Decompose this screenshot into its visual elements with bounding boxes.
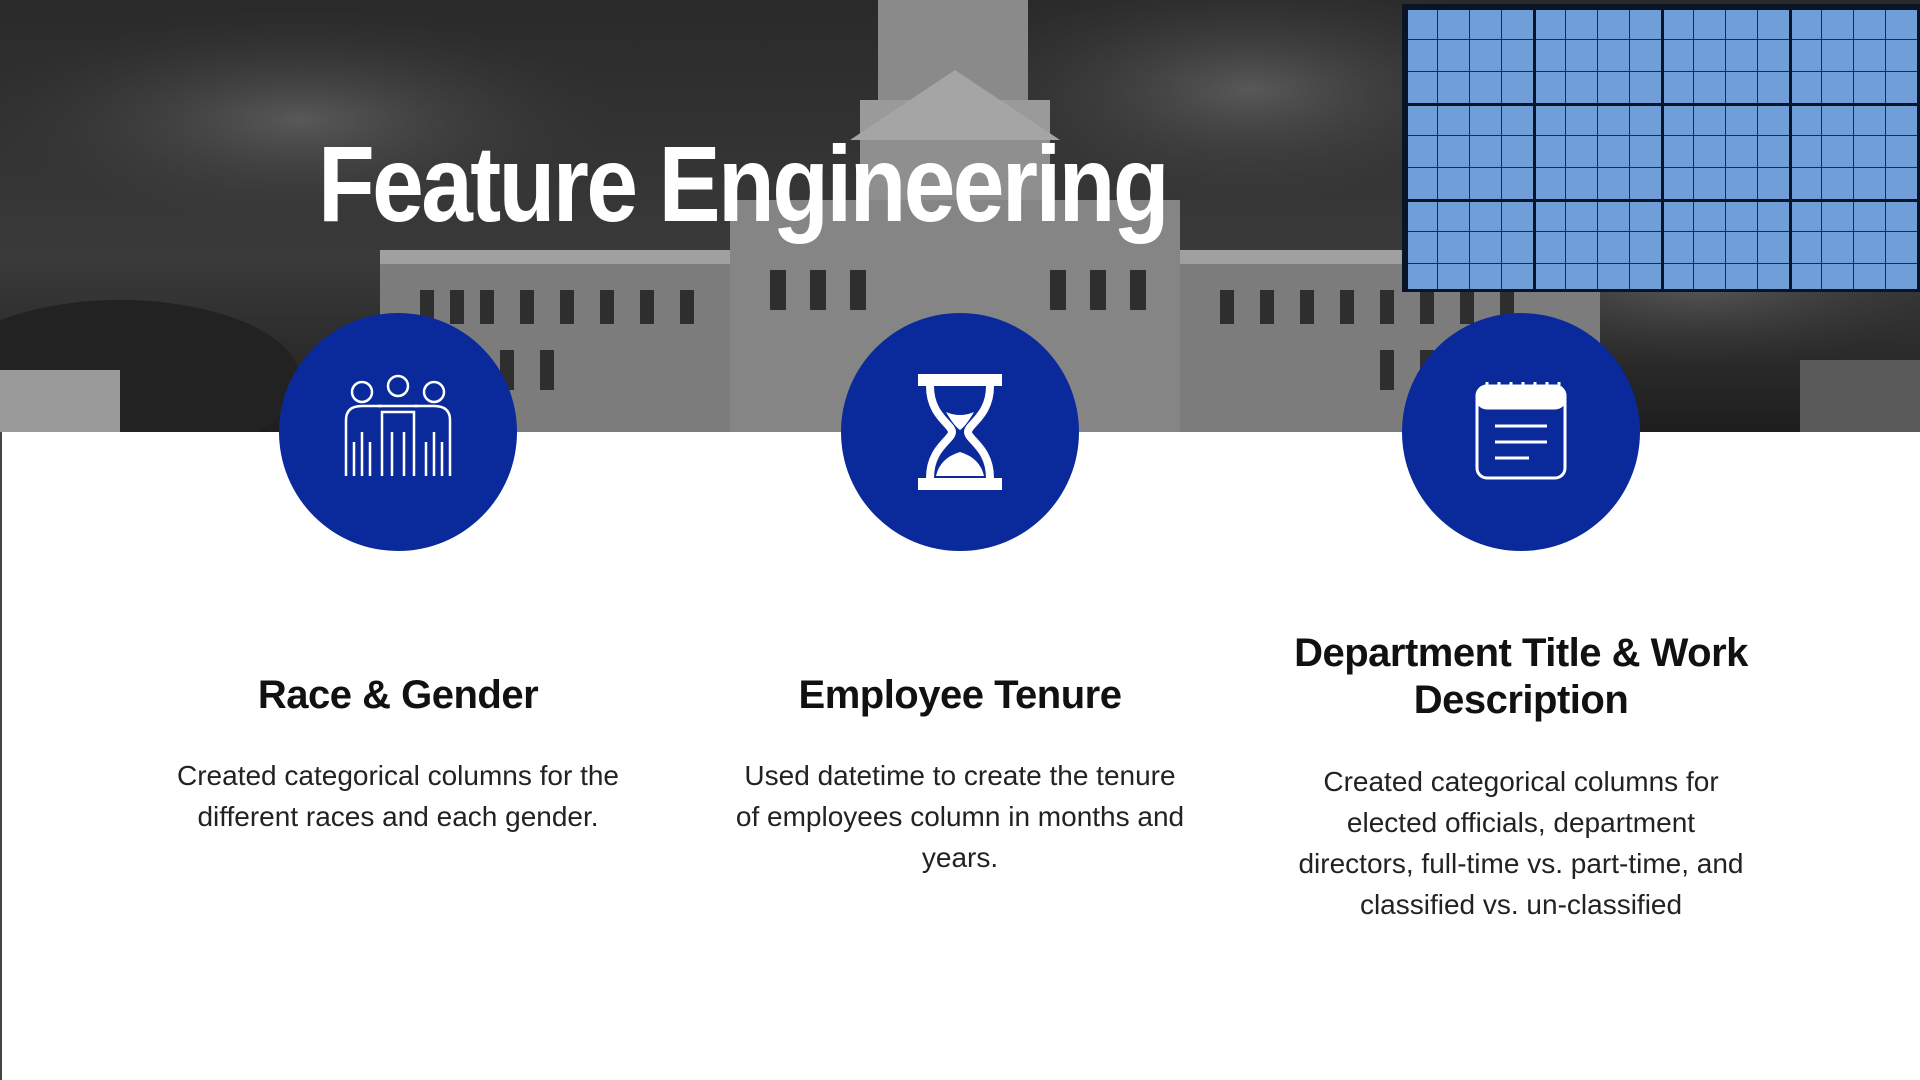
feature-icon-circle [1402, 313, 1640, 551]
feature-description: Created categorical columns for elected … [1298, 766, 1744, 920]
calendar-notes-icon [1475, 382, 1567, 480]
feature-description: Used datetime to create the tenure of em… [735, 760, 1185, 873]
page-title: Feature Engineering [318, 123, 1170, 244]
feature-employee-tenure: Employee Tenure Used datetime to create … [700, 0, 1220, 1080]
people-group-icon [344, 374, 452, 476]
feature-icon-circle [279, 313, 517, 551]
feature-icon-circle [841, 313, 1079, 551]
feature-description: Created categorical columns for the diff… [177, 760, 619, 832]
blue-grid-decoration [1402, 4, 1920, 292]
feature-title: Race & Gender [257, 673, 539, 717]
feature-title: Department Title & Work Description [1294, 631, 1748, 722]
feature-race-gender: Race & Gender Created categorical column… [138, 0, 658, 1080]
hourglass-icon [918, 374, 1002, 490]
feature-title: Employee Tenure [798, 673, 1122, 717]
left-edge-divider [0, 432, 2, 1080]
feature-department-title: Department Title & Work Description Crea… [1261, 0, 1781, 1080]
